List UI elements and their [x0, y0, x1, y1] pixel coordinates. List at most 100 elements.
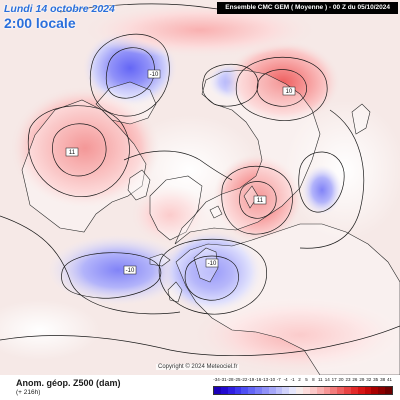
positive-anomaly-south [190, 295, 400, 375]
legend-tick-label: 38 [380, 377, 386, 382]
legend-tick-label: -16 [254, 377, 262, 382]
legend-ticks: -34 -31 -28 -25 -22 -19 -16 -13 -10 -7 -4 -1 2 5 8 11 14… [213, 377, 393, 385]
negative-anomaly-asia [302, 165, 342, 215]
legend-tick-label: -4 [283, 377, 288, 382]
legend-tick-label: 14 [324, 377, 330, 382]
legend-tick-label: 41 [387, 377, 393, 382]
neutral-zone [0, 300, 100, 360]
legend-swatch [302, 387, 310, 394]
legend-bar [213, 386, 393, 395]
canada-north-america [21, 99, 147, 233]
legend-tick-label: 20 [338, 377, 344, 382]
legend-swatch [248, 387, 256, 394]
legend-tick-label: -19 [247, 377, 255, 382]
anomaly-map: -10 11 10 11 -10 -10 Lundi 14 octobre 20… [0, 0, 400, 375]
label-box [253, 195, 267, 205]
legend-swatch [330, 387, 338, 394]
legend-tick-label: 8 [312, 377, 315, 382]
legend-swatch [268, 387, 276, 394]
anomaly-label-bering-low: -10 [150, 72, 159, 78]
contour-line [0, 325, 400, 356]
legend-swatch [371, 387, 379, 394]
forecast-date: Lundi 14 octobre 2024 [4, 3, 115, 15]
legend-tick-label: 26 [352, 377, 358, 382]
contour-line [52, 123, 107, 177]
eurasia [174, 69, 321, 245]
contour-line [28, 105, 130, 198]
legend-tick-label: 35 [373, 377, 379, 382]
color-scale-legend: -34 -31 -28 -25 -22 -19 -16 -13 -10 -7 -4 -1 2 5 8 11 14… [213, 377, 393, 399]
svalbard [209, 205, 223, 219]
positive-anomaly-canada [10, 86, 160, 210]
legend-tick-label: 11 [317, 377, 323, 382]
negative-anomaly-atlantic [48, 235, 188, 305]
legend-tick-label: -10 [268, 377, 276, 382]
model-info-bar: Ensemble CMC GEM ( Moyenne ) - 00 Z du 0… [217, 2, 398, 14]
legend-swatch [323, 387, 331, 394]
contour-line [158, 238, 267, 315]
contour-line [235, 56, 328, 122]
copyright-notice: Copyright © 2024 Meteociel.fr [156, 364, 240, 370]
legend-swatch [241, 387, 249, 394]
legend-tick-label: -28 [227, 377, 234, 382]
legend-swatch [350, 387, 358, 394]
anomaly-label-arctic-high: 11 [257, 198, 264, 204]
contour-line [202, 63, 259, 107]
contour-line [90, 33, 170, 117]
contour-line [0, 215, 181, 315]
contour-line [123, 150, 233, 181]
legend-tick-label: 29 [359, 377, 365, 382]
anomaly-label-canada-high: 11 [69, 150, 76, 156]
legend-tick-label: -7 [276, 377, 281, 382]
legend-tick-label: -25 [233, 377, 241, 382]
legend-swatch [261, 387, 269, 394]
label-box [282, 86, 296, 96]
legend-tick-label: -22 [240, 377, 248, 382]
contour-line [105, 47, 155, 99]
iceland [149, 253, 171, 267]
anomaly-label-europe-low: -10 [208, 261, 217, 267]
legend-swatch [289, 387, 297, 394]
label-box [147, 69, 161, 79]
anomaly-label-siberia-high: 10 [286, 89, 293, 95]
map-canvas: -10 11 10 11 -10 -10 [0, 0, 400, 375]
contour-line [299, 109, 365, 249]
anomaly-labels: -10 11 10 11 -10 -10 [65, 69, 296, 275]
japan [351, 103, 371, 135]
legend-swatch [220, 387, 228, 394]
label-box [205, 258, 219, 268]
positive-anomaly-siberia [225, 40, 341, 124]
legend-tick-label: 32 [366, 377, 372, 382]
label-box [123, 265, 137, 275]
contour-line [239, 181, 277, 219]
forecast-local-time: 2:00 locale [4, 15, 76, 31]
legend-swatch [227, 387, 235, 394]
legend-tick-label: 5 [305, 377, 308, 382]
legend-tick-label: 2 [298, 377, 301, 382]
field-name: Anom. géop. Z500 (dam) [16, 378, 121, 388]
legend-tick-label: -34 [213, 377, 220, 382]
legend-swatch [357, 387, 365, 394]
lead-time: (+ 216h) [16, 389, 41, 396]
greenland [149, 175, 203, 241]
legend-swatch [364, 387, 372, 394]
legend-swatch [378, 387, 386, 394]
contour-line [61, 252, 162, 299]
contour-lines [0, 3, 400, 356]
contour-line [256, 69, 307, 107]
legend-tick-label: -31 [220, 377, 227, 382]
legend-swatch [214, 387, 221, 394]
positive-anomaly-north [80, 2, 320, 58]
uk-ireland [167, 281, 183, 303]
legend-swatch [296, 387, 303, 394]
legend-swatch [282, 387, 290, 394]
legend-swatch [337, 387, 345, 394]
legend-tick-label: 17 [331, 377, 337, 382]
legend-tick-label: -13 [261, 377, 269, 382]
legend-swatch [309, 387, 317, 394]
legend-swatch [316, 387, 324, 394]
legend-swatch [255, 387, 262, 394]
legend-swatch [344, 387, 351, 394]
baffin-island [127, 169, 151, 201]
contour-line [298, 151, 345, 213]
